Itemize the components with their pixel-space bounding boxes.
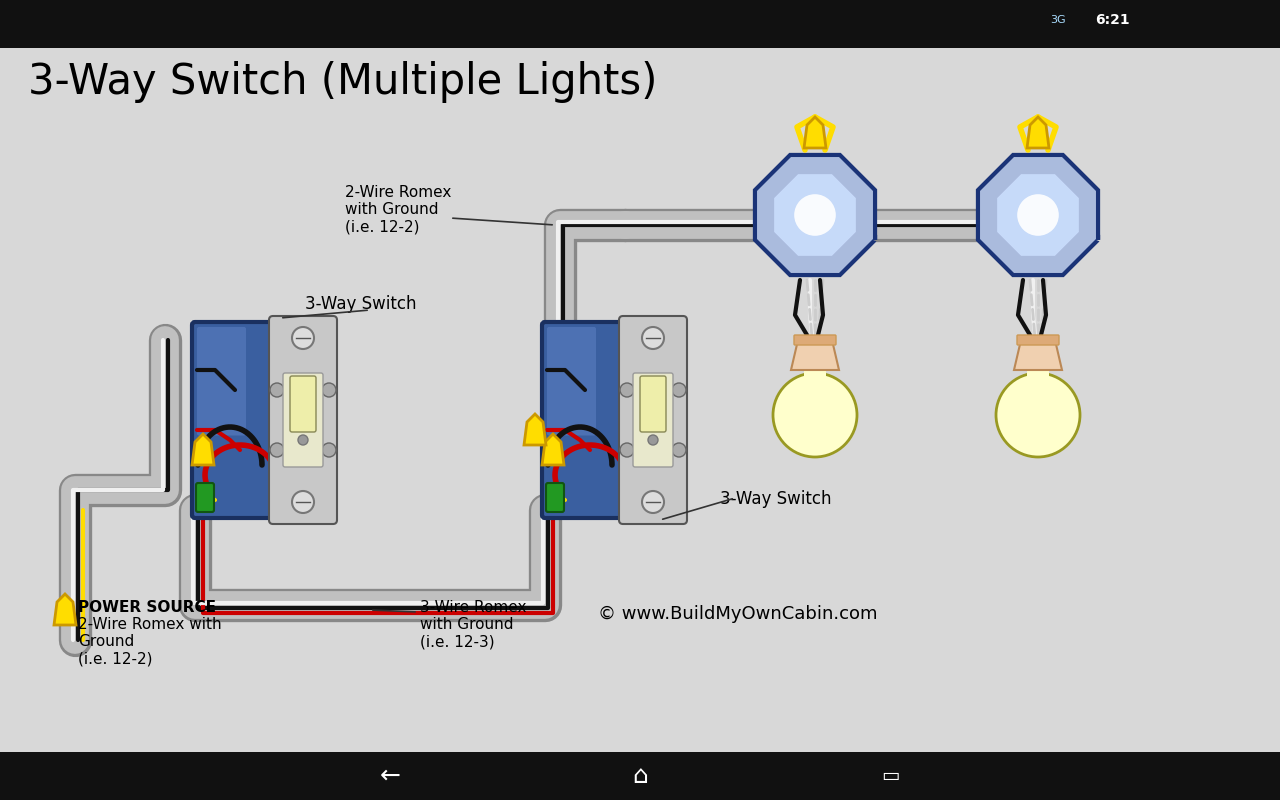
- Polygon shape: [524, 414, 547, 445]
- Polygon shape: [755, 155, 876, 275]
- Circle shape: [620, 383, 634, 397]
- Polygon shape: [791, 340, 838, 370]
- Circle shape: [1018, 194, 1059, 236]
- Text: ←: ←: [379, 764, 401, 788]
- Circle shape: [270, 443, 284, 457]
- Circle shape: [620, 443, 634, 457]
- Text: 3-Wire Romex
with Ground
(i.e. 12-3): 3-Wire Romex with Ground (i.e. 12-3): [420, 600, 526, 650]
- Bar: [0, 752, 1280, 800]
- Polygon shape: [978, 155, 1098, 275]
- Text: 3-Way Switch: 3-Way Switch: [305, 295, 416, 313]
- FancyBboxPatch shape: [269, 316, 337, 524]
- Circle shape: [643, 491, 664, 513]
- FancyBboxPatch shape: [794, 335, 836, 345]
- FancyBboxPatch shape: [192, 322, 298, 518]
- Circle shape: [298, 435, 308, 445]
- FancyBboxPatch shape: [283, 373, 323, 467]
- Circle shape: [643, 327, 664, 349]
- Circle shape: [794, 194, 836, 236]
- Bar: [0, 0, 1280, 48]
- FancyBboxPatch shape: [640, 376, 666, 432]
- Polygon shape: [1014, 340, 1062, 370]
- FancyBboxPatch shape: [1018, 335, 1059, 345]
- FancyBboxPatch shape: [547, 327, 596, 435]
- Text: 2-Wire Romex
with Ground
(i.e. 12-2): 2-Wire Romex with Ground (i.e. 12-2): [346, 185, 452, 235]
- Text: © www.BuildMyOwnCabin.com: © www.BuildMyOwnCabin.com: [598, 605, 878, 623]
- FancyBboxPatch shape: [1027, 370, 1050, 388]
- Polygon shape: [192, 434, 214, 465]
- Polygon shape: [1027, 117, 1050, 148]
- Circle shape: [323, 383, 335, 397]
- Polygon shape: [541, 434, 564, 465]
- FancyBboxPatch shape: [620, 316, 687, 524]
- Circle shape: [672, 383, 686, 397]
- Text: POWER SOURCE: POWER SOURCE: [78, 600, 216, 615]
- FancyBboxPatch shape: [197, 327, 246, 435]
- FancyBboxPatch shape: [291, 376, 316, 432]
- Polygon shape: [804, 117, 826, 148]
- Circle shape: [996, 373, 1080, 457]
- Circle shape: [323, 443, 335, 457]
- Text: 3-Way Switch: 3-Way Switch: [719, 490, 832, 508]
- Circle shape: [292, 491, 314, 513]
- Text: ⌂: ⌂: [632, 764, 648, 788]
- FancyBboxPatch shape: [541, 322, 648, 518]
- FancyBboxPatch shape: [634, 373, 673, 467]
- Circle shape: [648, 435, 658, 445]
- Text: 2-Wire Romex with
Ground
(i.e. 12-2): 2-Wire Romex with Ground (i.e. 12-2): [78, 617, 221, 667]
- Circle shape: [270, 383, 284, 397]
- Circle shape: [773, 373, 858, 457]
- Polygon shape: [774, 174, 856, 256]
- FancyBboxPatch shape: [196, 483, 214, 512]
- FancyBboxPatch shape: [804, 370, 826, 388]
- Text: 6:21: 6:21: [1094, 13, 1130, 27]
- Circle shape: [292, 327, 314, 349]
- Text: 3-Way Switch (Multiple Lights): 3-Way Switch (Multiple Lights): [28, 61, 658, 103]
- Polygon shape: [54, 594, 76, 625]
- Polygon shape: [997, 174, 1079, 256]
- Circle shape: [672, 443, 686, 457]
- FancyBboxPatch shape: [547, 483, 564, 512]
- Text: ▭: ▭: [881, 766, 899, 786]
- Text: 3G: 3G: [1050, 15, 1066, 25]
